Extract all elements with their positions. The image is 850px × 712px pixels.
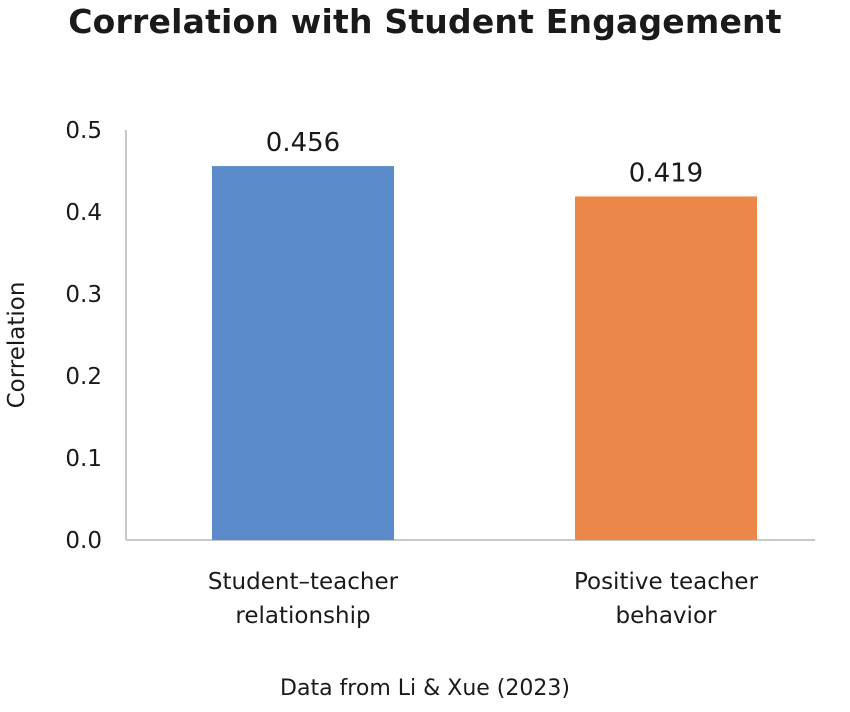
y-tick-label: 0.2 [65, 364, 102, 390]
category-label: relationship [235, 603, 370, 629]
source-note: Data from Li & Xue (2023) [280, 676, 570, 701]
category-label: Positive teacher [574, 569, 759, 595]
y-tick-label: 0.4 [65, 200, 102, 226]
category-label: behavior [616, 603, 717, 629]
bar [212, 166, 394, 540]
y-tick-label: 0.1 [65, 446, 102, 472]
bar [575, 196, 757, 541]
bar-value-label: 0.419 [629, 158, 703, 188]
category-label: Student–teacher [208, 569, 399, 595]
chart-title: Correlation with Student Engagement [68, 2, 782, 41]
y-tick-label: 0.0 [65, 528, 102, 554]
y-axis-title: Correlation [4, 282, 30, 409]
bar-value-label: 0.456 [266, 128, 340, 158]
y-tick-label: 0.3 [65, 282, 102, 308]
y-tick-label: 0.5 [65, 118, 102, 144]
